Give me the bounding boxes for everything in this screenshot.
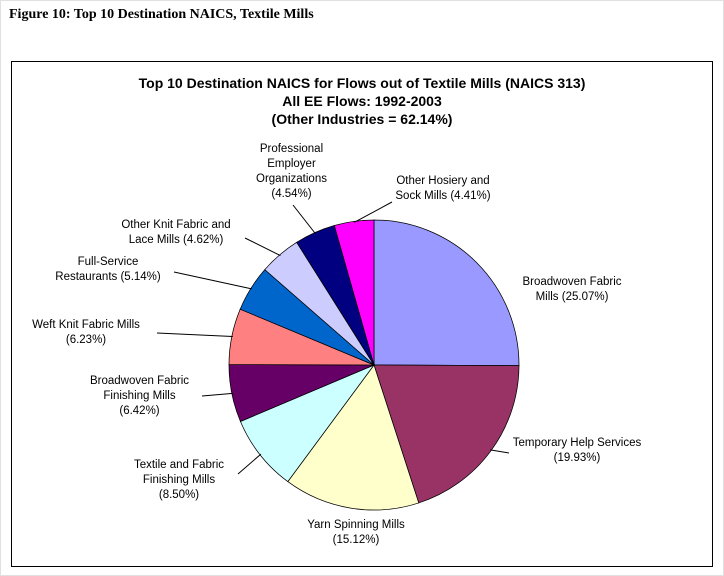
chart-title-line: Top 10 Destination NAICS for Flows out o… [138,75,586,91]
chart-title-line: All EE Flows: 1992-2003 [282,93,442,109]
pie-slice [287,364,420,511]
leader-line [490,449,510,454]
leader-line [156,332,233,337]
pie-chart [156,201,520,511]
leader-line [244,237,281,257]
leader-line [237,453,262,475]
leader-line [173,271,252,290]
pie-slice [373,219,520,367]
chart-frame: Top 10 Destination NAICS for Flows out o… [11,61,713,567]
leader-line [353,201,393,223]
leader-line [201,392,233,397]
chart-title-line: (Other Industries = 62.14%) [271,111,453,127]
leader-line [292,204,316,234]
figure-caption: Figure 10: Top 10 Destination NAICS, Tex… [9,7,314,22]
chart-title: Top 10 Destination NAICS for Flows out o… [12,74,712,128]
pie-slice [333,219,375,366]
